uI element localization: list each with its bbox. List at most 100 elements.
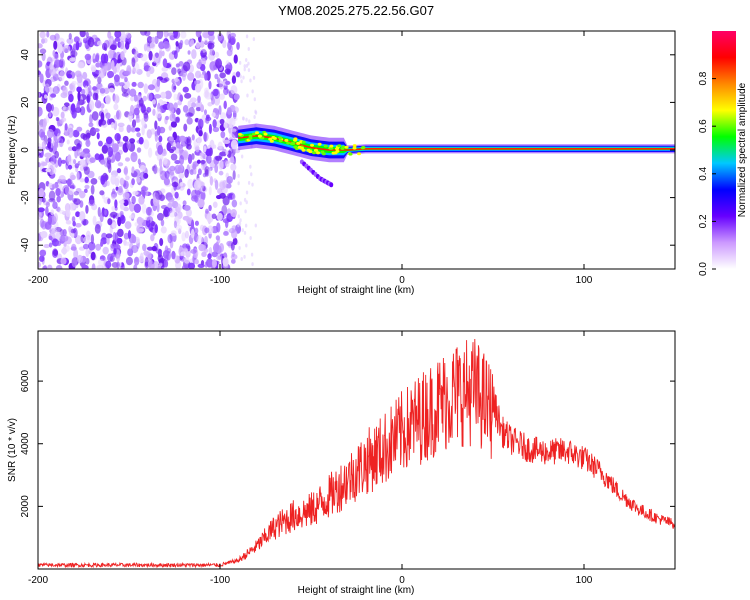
noise-blob [226, 107, 232, 115]
noise-blob [116, 254, 121, 262]
noise-blob [178, 228, 182, 235]
noise-blob [175, 63, 180, 68]
noise-blob [118, 199, 125, 205]
ridge-speckle [301, 148, 306, 152]
noise-blob [64, 202, 71, 213]
noise-blob [41, 52, 46, 62]
noise-blob [164, 90, 172, 100]
noise-blob [184, 230, 190, 239]
snr-y-tick-label: 2000 [20, 495, 31, 518]
noise-blob [124, 221, 132, 230]
noise-blob [66, 73, 73, 79]
noise-blob [142, 109, 149, 116]
noise-blob [99, 86, 106, 96]
noise-blob [103, 209, 107, 216]
noise-blob [129, 88, 137, 97]
noise-blob [200, 190, 206, 201]
noise-blob [247, 47, 250, 52]
noise-blob [44, 83, 50, 93]
noise-blob [219, 80, 224, 90]
noise-blob [39, 31, 46, 39]
ridge-speckle [278, 139, 283, 143]
ridge-speckle [284, 138, 289, 142]
noise-blob [212, 144, 217, 149]
noise-blob [211, 213, 217, 220]
noise-blob [55, 117, 59, 122]
noise-blob [84, 53, 92, 61]
noise-blob [239, 74, 242, 79]
noise-blob [133, 107, 140, 116]
noise-blob [176, 164, 184, 174]
noise-blob [251, 89, 254, 94]
ridge-speckle [293, 145, 298, 149]
noise-blob [167, 196, 175, 203]
noise-blob [185, 111, 193, 118]
noise-blob [73, 198, 81, 206]
colorbar-tick-label: 0.2 [698, 214, 709, 228]
spectrogram-x-label: Height of straight line (km) [298, 285, 415, 296]
ridge-speckle [293, 138, 298, 142]
noise-blob [208, 80, 212, 90]
noise-blob [243, 254, 246, 259]
noise-blob [134, 127, 141, 132]
noise-blob [170, 146, 177, 151]
noise-blob [106, 70, 115, 78]
noise-blob [82, 243, 89, 250]
noise-blob [184, 168, 189, 178]
noise-blob [120, 51, 125, 61]
noise-blob [100, 240, 104, 247]
noise-blob [237, 181, 240, 186]
noise-blob [235, 71, 241, 78]
noise-blob [173, 85, 177, 90]
noise-blob [77, 91, 81, 102]
noise-blob [226, 175, 233, 184]
noise-blob [167, 32, 175, 37]
noise-blob [254, 223, 257, 228]
noise-blob [44, 152, 52, 158]
noise-blob [79, 190, 86, 199]
noise-blob [183, 257, 190, 264]
noise-blob [130, 151, 138, 163]
noise-blob [219, 72, 226, 79]
noise-blob [230, 163, 237, 171]
noise-blob [179, 182, 184, 187]
ridge-speckle [297, 145, 302, 149]
noise-blob [123, 199, 129, 207]
noise-blob [60, 111, 65, 119]
noise-blob [168, 210, 176, 218]
noise-blob [190, 249, 197, 254]
noise-blob [156, 108, 162, 119]
noise-blob [162, 40, 170, 49]
noise-blob [118, 185, 123, 194]
noise-blob [79, 31, 86, 38]
noise-blob [216, 222, 221, 233]
noise-blob [128, 111, 133, 117]
noise-blob [233, 54, 238, 64]
noise-blob [223, 100, 227, 110]
noise-blob [143, 83, 149, 94]
noise-blob [182, 247, 189, 253]
colorbar-gradient [712, 31, 736, 269]
noise-blob [39, 48, 47, 54]
noise-blob [218, 170, 224, 176]
noise-blob [233, 93, 240, 101]
noise-blob [171, 67, 177, 75]
noise-blob [231, 131, 238, 139]
noise-blob [94, 223, 101, 234]
noise-blob [114, 151, 121, 162]
noise-blob [87, 170, 95, 179]
noise-blob [62, 105, 66, 111]
noise-blob [67, 127, 74, 138]
noise-blob [194, 83, 202, 93]
noise-blob [194, 80, 198, 85]
noise-blob [77, 61, 85, 69]
noise-blob [245, 34, 249, 39]
noise-blob [205, 148, 212, 157]
noise-blob [215, 235, 220, 241]
noise-blob [116, 168, 122, 174]
noise-blob [250, 252, 254, 257]
noise-blob [150, 234, 155, 242]
noise-blob [38, 129, 46, 138]
noise-blob [66, 155, 72, 166]
noise-blob [187, 72, 195, 81]
